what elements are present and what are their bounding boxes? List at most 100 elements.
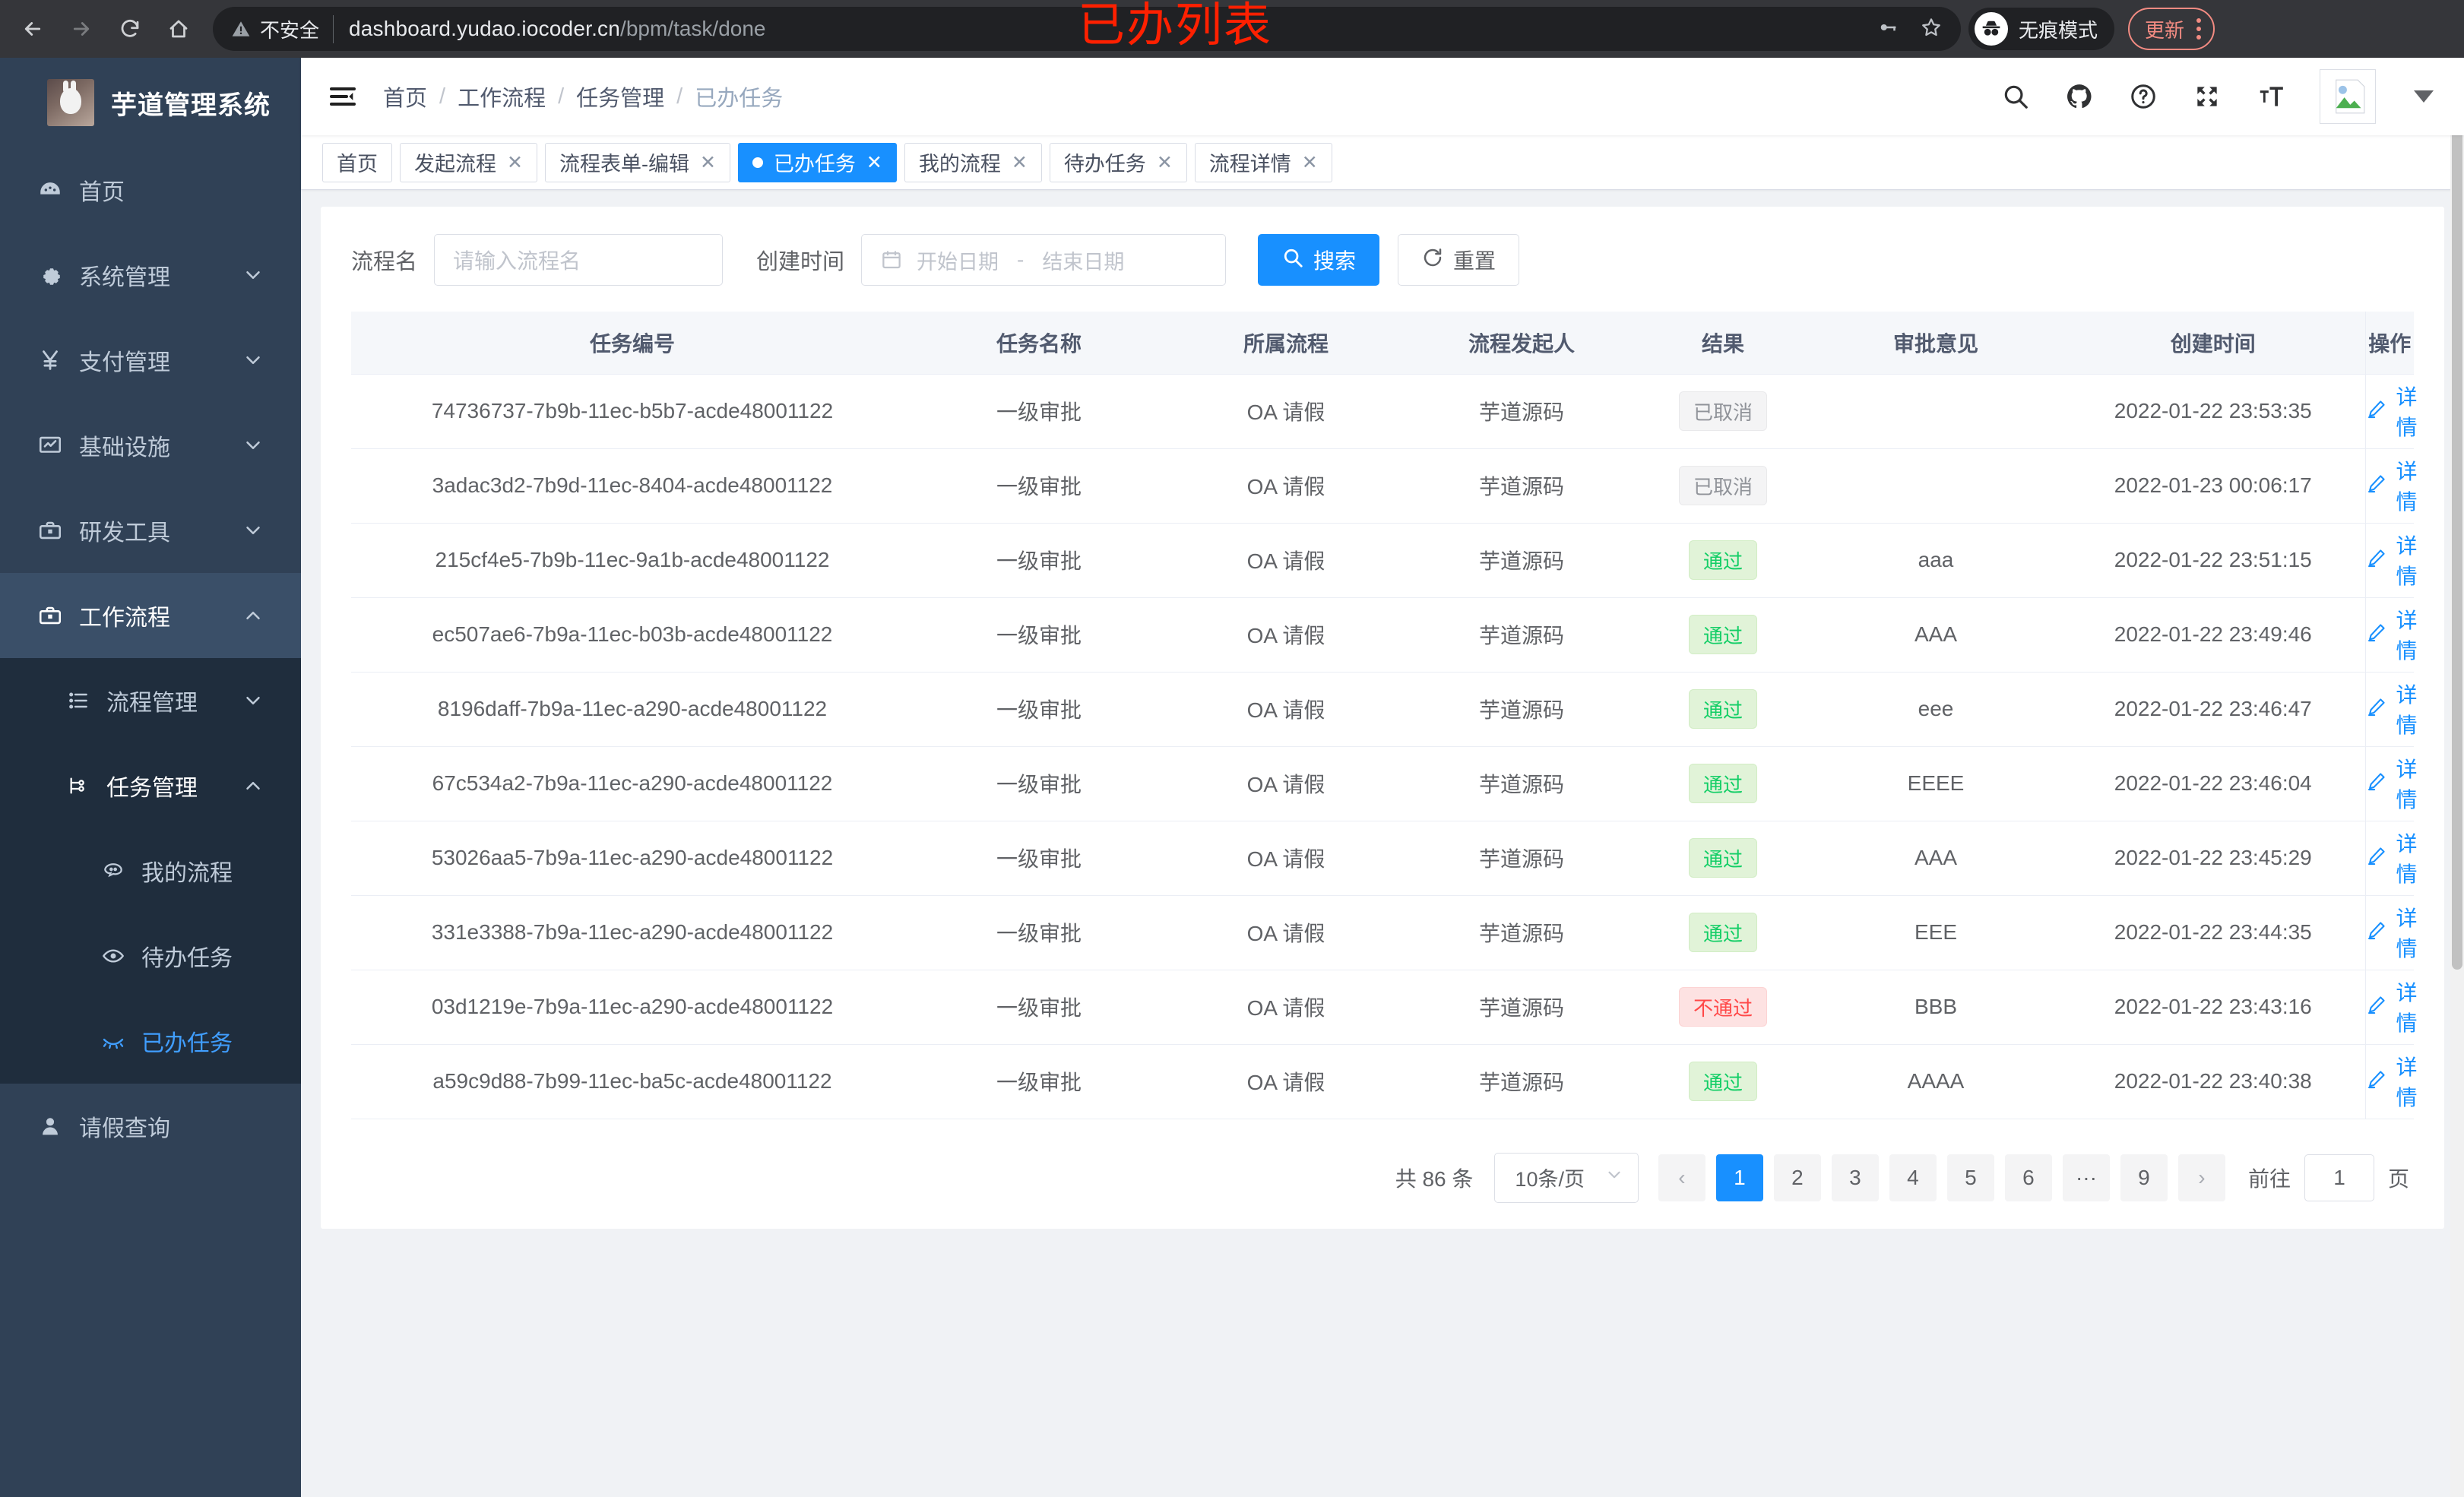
cell-task-id: 74736737-7b9b-11ec-b5b7-acde48001122 [351,374,914,449]
incognito-indicator[interactable]: 无痕模式 [1968,8,2115,50]
detail-button[interactable]: 详情 [2366,530,2418,590]
help-circle-icon[interactable] [2128,81,2158,112]
page-button-6[interactable]: 6 [2004,1154,2052,1201]
cell-result: 已取消 [1636,374,1810,449]
scrollbar-thumb[interactable] [2452,58,2462,970]
refresh-icon [1421,246,1444,274]
detail-button[interactable]: 详情 [2366,753,2418,814]
page-ellipsis-button[interactable]: ··· [2062,1154,2110,1201]
bookmark-star-icon[interactable] [1920,16,1943,43]
reset-button[interactable]: 重置 [1398,234,1520,286]
breadcrumb-item-1[interactable]: 工作流程 [458,87,546,111]
logo-title: 芋道管理系统 [111,90,271,120]
prev-page-button[interactable]: ‹ [1658,1154,1705,1201]
page-scrollbar[interactable] [2450,58,2464,1497]
update-button[interactable]: 更新 [2128,8,2215,50]
detail-button-label: 详情 [2396,609,2418,663]
detail-button[interactable]: 详情 [2366,381,2418,442]
sidebar-item-home[interactable]: 首页 [0,147,301,233]
caret-down-icon[interactable] [2414,90,2434,103]
page-size-select[interactable]: 10条/页 [1494,1152,1639,1203]
home-icon[interactable] [157,7,201,51]
process-name-input[interactable]: 请输入流程名 [434,234,724,286]
github-icon[interactable] [2064,81,2095,112]
close-icon[interactable]: ✕ [1156,151,1173,173]
detail-button[interactable]: 详情 [2366,679,2418,739]
tab-my-process[interactable]: 我的流程 ✕ [904,142,1042,182]
search-button[interactable]: 搜索 [1258,234,1380,286]
search-icon[interactable] [2000,81,2031,112]
close-icon[interactable]: ✕ [1011,151,1028,173]
sidebar-item-process-management[interactable]: 流程管理 [0,658,301,743]
tab-process-detail[interactable]: 流程详情 ✕ [1194,142,1332,182]
create-time-range-picker[interactable]: 开始日期 - 结束日期 [861,234,1227,286]
table-row: 215cf4e5-7b9b-11ec-9a1b-acde48001122 一级审批… [351,523,2418,598]
tab-done-task[interactable]: 已办任务 ✕ [737,142,897,182]
detail-button[interactable]: 详情 [2366,604,2418,665]
security-indicator[interactable]: 不安全 [231,14,334,43]
tab-process-form-edit[interactable]: 流程表单-编辑 ✕ [544,142,730,182]
tab-start-process[interactable]: 发起流程 ✕ [400,142,537,182]
sidebar-item-workflow[interactable]: 工作流程 [0,573,301,658]
yen-icon [29,347,71,373]
cell-created-time: 2022-01-22 23:49:46 [2061,597,2365,673]
page-button-5[interactable]: 5 [1946,1154,1994,1201]
fullscreen-icon[interactable] [2192,81,2222,112]
cell-created-time: 2022-01-23 00:06:17 [2061,448,2365,524]
kebab-menu-icon[interactable] [2196,18,2202,40]
sidebar-item-system[interactable]: 系统管理 [0,233,301,318]
page-button-1[interactable]: 1 [1715,1154,1763,1201]
sidebar-item-todo-task[interactable]: 待办任务 [0,913,301,999]
detail-button[interactable]: 详情 [2366,828,2418,888]
sidebar-item-task-management[interactable]: 任务管理 [0,743,301,828]
forward-arrow-icon[interactable] [59,7,103,51]
page-button-3[interactable]: 3 [1831,1154,1879,1201]
password-key-icon[interactable] [1877,16,1900,43]
close-icon[interactable]: ✕ [1301,151,1318,173]
page-button-4[interactable]: 4 [1889,1154,1937,1201]
breadcrumb-item-2[interactable]: 任务管理 [576,87,665,111]
detail-button[interactable]: 详情 [2366,902,2418,963]
close-icon[interactable]: ✕ [507,151,523,173]
sidebar-item-leave-query[interactable]: 请假查询 [0,1084,301,1169]
cell-process: OA 请假 [1164,1044,1408,1119]
breadcrumb-item-0[interactable]: 首页 [383,87,428,111]
font-size-icon[interactable] [2256,81,2286,112]
reload-icon[interactable] [108,7,152,51]
sidebar-item-devtools[interactable]: 研发工具 [0,488,301,573]
page-button-2[interactable]: 2 [1773,1154,1821,1201]
table-row: 3adac3d2-7b9d-11ec-8404-acde48001122 一级审批… [351,448,2418,524]
close-icon[interactable]: ✕ [866,151,882,173]
sidebar-item-done-task[interactable]: 已办任务 [0,999,301,1084]
next-page-button[interactable]: › [2177,1154,2225,1201]
detail-button[interactable]: 详情 [2366,1051,2418,1112]
detail-button[interactable]: 详情 [2366,976,2418,1037]
tab-home[interactable]: 首页 [322,142,392,182]
pencil-edit-icon [2366,398,2387,425]
status-badge: 通过 [1688,615,1757,654]
table-row: ec507ae6-7b9a-11ec-b03b-acde48001122 一级审批… [351,597,2418,673]
user-avatar-image[interactable] [2320,69,2376,124]
address-bar[interactable]: 不安全 dashboard.yudao.iocoder.cn /bpm/task… [213,7,1961,51]
table-header: 任务编号 任务名称 所属流程 流程发起人 结果 审批意见 创建时间 操作 [351,312,2414,375]
sidebar-logo[interactable]: 芋道管理系统 [0,58,301,147]
avatar-thumbnail [2327,78,2368,115]
close-icon[interactable]: ✕ [699,151,716,173]
message-icon [93,859,134,883]
jump-page-input[interactable]: 1 [2304,1154,2374,1201]
column-header-process: 所属流程 [1164,312,1408,375]
detail-button[interactable]: 详情 [2366,455,2418,516]
hamburger-collapse-icon[interactable] [325,79,360,114]
jump-prefix-label: 前往 [2247,1166,2291,1191]
page-button-9[interactable]: 9 [2120,1154,2168,1201]
detail-button-label: 详情 [2396,832,2418,886]
sidebar-item-infrastructure[interactable]: 基础设施 [0,403,301,488]
tab-todo-task[interactable]: 待办任务 ✕ [1049,142,1187,182]
cell-starter: 芋道源码 [1408,448,1636,524]
cell-starter: 芋道源码 [1408,895,1636,970]
back-arrow-icon[interactable] [11,7,55,51]
cell-result: 通过 [1636,597,1810,673]
sidebar-item-my-process[interactable]: 我的流程 [0,828,301,913]
sidebar-item-payment[interactable]: 支付管理 [0,318,301,403]
done-task-table: 任务编号 任务名称 所属流程 流程发起人 结果 审批意见 创建时间 操作 747… [351,312,2418,1119]
